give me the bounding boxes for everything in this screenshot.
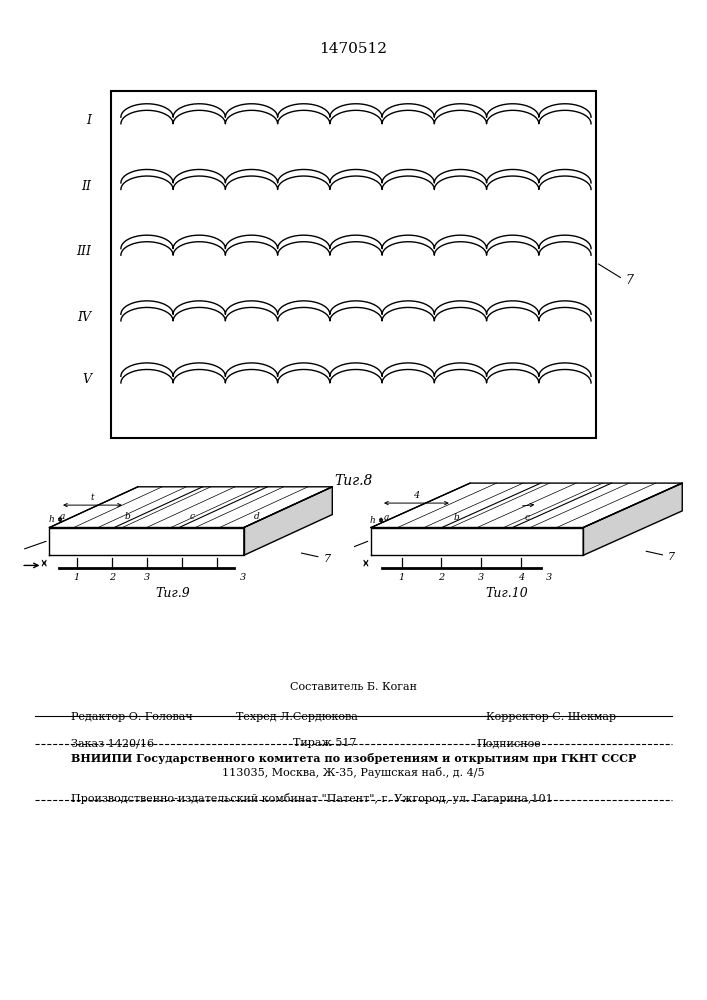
Text: 3: 3 (144, 573, 150, 582)
Text: Подписное: Подписное (477, 738, 542, 748)
Text: Составитель Б. Коган: Составитель Б. Коган (290, 682, 417, 692)
Text: Редактор О. Головач: Редактор О. Головач (71, 712, 192, 722)
Polygon shape (244, 487, 332, 555)
Text: 3: 3 (547, 573, 552, 582)
Text: Техред Л.Сердюкова: Техред Л.Сердюкова (236, 712, 358, 722)
Text: Корректор С. Шекмар: Корректор С. Шекмар (486, 712, 617, 722)
Text: a: a (383, 513, 389, 522)
Text: Заказ 1420/16: Заказ 1420/16 (71, 738, 154, 748)
Text: 3: 3 (478, 573, 484, 582)
Text: V: V (82, 373, 91, 386)
Text: 7: 7 (598, 264, 633, 287)
Text: I: I (86, 114, 91, 127)
Text: 1: 1 (399, 573, 405, 582)
Text: h: h (49, 515, 55, 524)
Text: 2: 2 (109, 573, 115, 582)
Text: 7: 7 (646, 551, 675, 562)
Text: 7: 7 (301, 553, 331, 564)
Text: 4: 4 (518, 573, 524, 582)
Text: d: d (255, 512, 260, 521)
Text: t: t (90, 493, 94, 502)
Text: Τиг.10: Τиг.10 (486, 587, 528, 600)
Polygon shape (371, 483, 682, 528)
Text: 2: 2 (438, 573, 445, 582)
Text: c: c (190, 512, 195, 521)
Polygon shape (371, 528, 583, 555)
Text: b: b (124, 512, 130, 521)
Polygon shape (49, 487, 332, 528)
Text: 1: 1 (74, 573, 80, 582)
Text: Τиг.8: Τиг.8 (334, 474, 373, 488)
Text: 113035, Москва, Ж-35, Раушская наб., д. 4/5: 113035, Москва, Ж-35, Раушская наб., д. … (222, 767, 485, 778)
Text: III: III (76, 245, 91, 258)
Polygon shape (49, 528, 244, 555)
Text: Тираж 517: Тираж 517 (293, 738, 357, 748)
Text: h: h (370, 516, 376, 525)
Text: II: II (81, 180, 91, 193)
Polygon shape (583, 483, 682, 555)
Text: a: a (60, 512, 66, 521)
Text: c: c (525, 513, 530, 522)
Text: 3: 3 (240, 573, 246, 582)
Text: Производственно-издательский комбинат "Патент", г. Ужгород, ул. Гагарина,101: Производственно-издательский комбинат "П… (71, 793, 552, 804)
Text: 4: 4 (414, 491, 419, 500)
Text: IV: IV (77, 311, 91, 324)
Text: ВНИИПИ Государственного комитета по изобретениям и открытиям при ГКНТ СССР: ВНИИПИ Государственного комитета по изоб… (71, 753, 636, 764)
Text: Τиг.9: Τиг.9 (156, 587, 191, 600)
Text: b: b (454, 513, 460, 522)
Text: 1470512: 1470512 (320, 42, 387, 56)
